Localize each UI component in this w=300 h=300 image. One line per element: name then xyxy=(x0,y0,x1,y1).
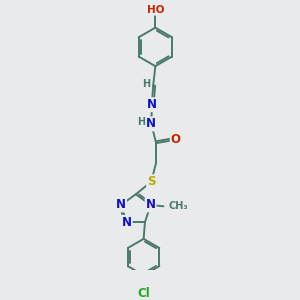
Text: HO: HO xyxy=(147,5,165,15)
Text: Cl: Cl xyxy=(137,287,150,300)
Text: N: N xyxy=(116,199,126,212)
Text: N: N xyxy=(122,216,132,229)
Text: O: O xyxy=(171,134,181,146)
Text: H: H xyxy=(137,117,145,127)
Text: N: N xyxy=(146,199,156,212)
Text: H: H xyxy=(142,79,150,89)
Text: CH₃: CH₃ xyxy=(169,201,188,211)
Text: N: N xyxy=(146,117,156,130)
Text: S: S xyxy=(147,175,156,188)
Text: N: N xyxy=(147,98,157,111)
